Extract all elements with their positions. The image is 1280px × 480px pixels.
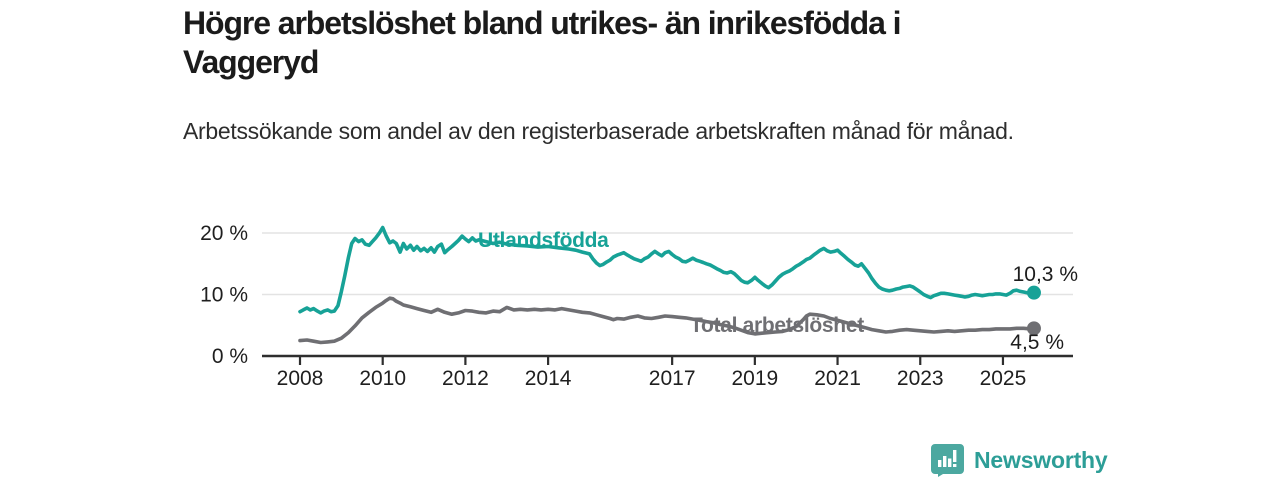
x-tick-label-2023: 2023 <box>897 367 944 390</box>
end-dot-utlandsf-dda <box>1026 285 1041 300</box>
y-tick-label-0: 0 % <box>212 345 248 368</box>
x-tick-label-2012: 2012 <box>442 367 489 390</box>
chart-title: Högre arbetslöshet bland utrikes- än inr… <box>183 5 902 80</box>
newsworthy-logo-icon <box>931 444 964 477</box>
end-value-label-utlandsf-dda: 10,3 % <box>1013 263 1078 286</box>
x-tick-label-2010: 2010 <box>359 367 406 390</box>
series-label-total-arbetsl-shet: Total arbetslöshet <box>690 314 864 337</box>
series-label-utlandsf-dda: Utlandsfödda <box>478 229 609 252</box>
x-tick-label-2021: 2021 <box>814 367 861 390</box>
x-tick-label-2019: 2019 <box>731 367 778 390</box>
x-tick-label-2017: 2017 <box>649 367 696 390</box>
brand-footer: Newsworthy <box>931 443 1108 477</box>
series-line-total-arbetsl-shet <box>298 296 1036 345</box>
x-tick-label-2025: 2025 <box>980 367 1027 390</box>
end-value-label-total-arbetsl-shet: 4,5 % <box>1010 331 1064 354</box>
x-tick-label-2014: 2014 <box>525 367 572 390</box>
end-dot-total-arbetsl-shet <box>1026 321 1041 336</box>
series-line-utlandsf-dda <box>298 225 1036 315</box>
y-tick-label-10: 10 % <box>200 284 248 307</box>
chart-subtitle: Arbetssökande som andel av den registerb… <box>183 118 1014 144</box>
y-tick-label-20: 20 % <box>200 222 248 245</box>
x-tick-label-2008: 2008 <box>277 367 324 390</box>
brand-name: Newsworthy <box>974 446 1108 473</box>
